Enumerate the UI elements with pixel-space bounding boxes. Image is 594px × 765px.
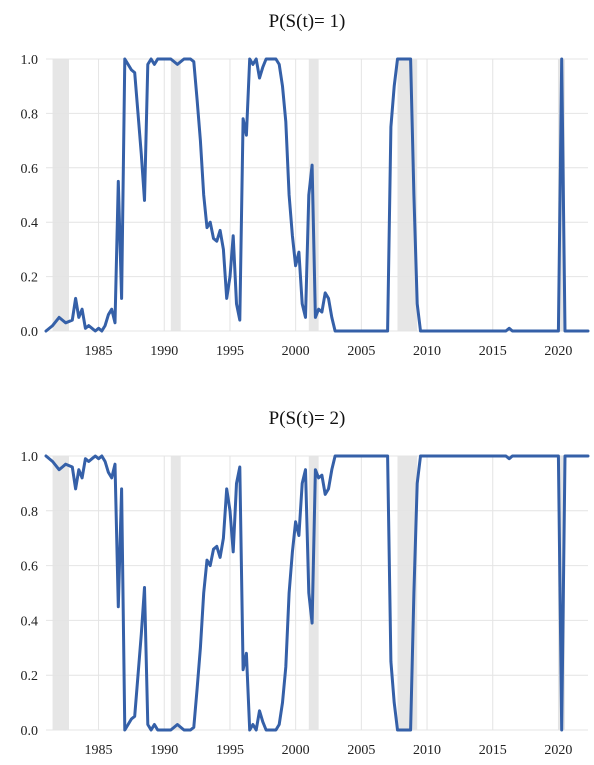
y-tick-label: 0.4 (21, 614, 39, 629)
chart-prob-state-1: P(S(t)= 1) 0.0 0.2 0.4 0.6 0.8 1.0 1985 1990 199… (21, 11, 590, 359)
x-tick-label: 2010 (413, 743, 441, 758)
x-tick-label: 2005 (347, 344, 375, 359)
chart-prob-state-2: P(S(t)= 2) 0.0 0.2 0.4 0.6 0.8 1.0 1985 1990 199… (21, 408, 590, 758)
chart-title: P(S(t)= 1) (269, 11, 346, 32)
x-tick-label: 1985 (85, 344, 113, 359)
series-line (44, 454, 590, 732)
recession-band (170, 59, 181, 331)
y-tick-label: 0.0 (21, 325, 39, 340)
y-tick-label: 0.8 (21, 505, 39, 520)
y-tick-label: 0.8 (21, 107, 39, 122)
recession-band (52, 59, 69, 331)
x-tick-label: 1990 (150, 344, 178, 359)
y-tick-label: 0.2 (21, 271, 39, 286)
y-tick-label: 0.2 (21, 669, 39, 684)
recession-band (170, 456, 181, 730)
y-tick-label: 0.4 (21, 216, 39, 231)
x-tick-label: 2000 (282, 743, 310, 758)
y-tick-label: 0.0 (21, 724, 39, 739)
series-line (44, 57, 590, 333)
y-tick-label: 1.0 (21, 53, 39, 68)
x-tick-label: 2010 (413, 344, 441, 359)
recession-band (52, 456, 69, 730)
y-tick-label: 1.0 (21, 450, 39, 465)
x-tick-label: 1995 (216, 344, 244, 359)
x-tick-label: 2005 (347, 743, 375, 758)
x-tick-label: 1990 (150, 743, 178, 758)
recession-band (558, 59, 566, 331)
x-tick-label: 1995 (216, 743, 244, 758)
x-tick-label: 2020 (544, 743, 572, 758)
x-tick-label: 2000 (282, 344, 310, 359)
x-tick-label: 2020 (544, 344, 572, 359)
y-tick-label: 0.6 (21, 560, 39, 575)
y-tick-label: 0.6 (21, 162, 39, 177)
x-tick-label: 2015 (479, 344, 507, 359)
chart-title: P(S(t)= 2) (269, 408, 346, 429)
x-tick-label: 2015 (479, 743, 507, 758)
recession-band (558, 456, 566, 730)
x-tick-label: 1985 (85, 743, 113, 758)
